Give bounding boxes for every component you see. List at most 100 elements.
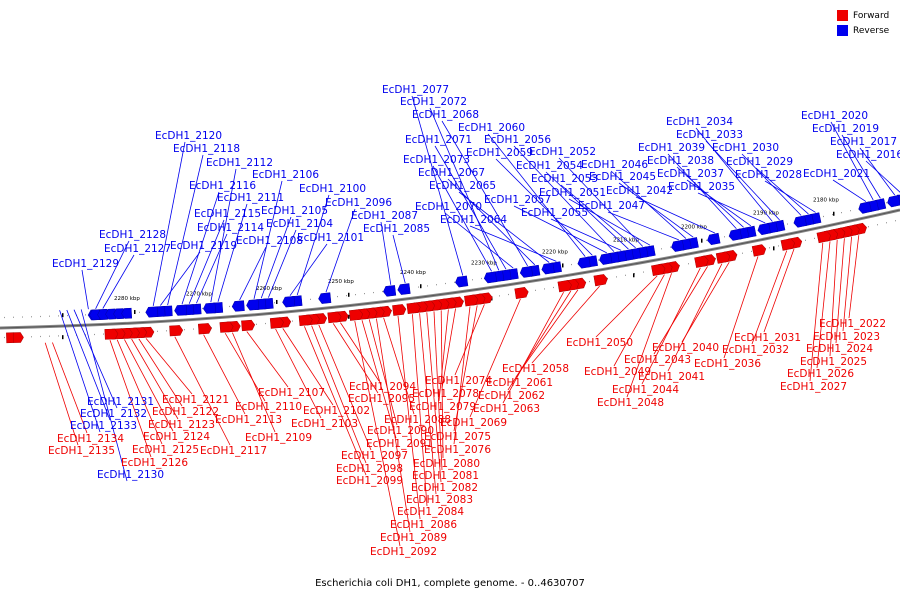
EcDH1_2079-label: EcDH1_2079 — [409, 401, 476, 413]
EcDH1_2110-leader — [224, 332, 266, 402]
EcDH1_2065-leader — [458, 191, 550, 263]
EcDH1_2130-leader — [80, 309, 128, 482]
EcDH1_2077-leader — [411, 95, 464, 276]
EcDH1_2089-label: EcDH1_2089 — [380, 532, 447, 544]
EcDH1_2132-label: EcDH1_2132 — [80, 408, 147, 420]
EcDH1_2035-label: EcDH1_2035 — [668, 181, 735, 193]
EcDH1_2062-label: EcDH1_2062 — [478, 390, 545, 402]
EcDH1_2117-gene — [169, 325, 184, 337]
EcDH1_2112-leader — [210, 168, 237, 303]
kbp-tick — [833, 211, 835, 216]
EcDH1_2080-label: EcDH1_2080 — [413, 458, 480, 470]
EcDH1_2135-gene — [13, 332, 24, 343]
EcDH1_2041-leader — [667, 263, 723, 372]
EcDH1_2053-leader — [560, 184, 636, 249]
EcDH1_2031-label: EcDH1_2031 — [734, 332, 801, 344]
EcDH1_2041-label: EcDH1_2041 — [638, 371, 705, 383]
EcDH1_2134-label: EcDH1_2134 — [57, 433, 124, 445]
EcDH1_2105-leader — [260, 216, 292, 299]
EcDH1_2043-leader — [653, 266, 708, 355]
EcDH1_2104-label: EcDH1_2104 — [266, 218, 333, 230]
EcDH1_2123-leader — [131, 338, 179, 420]
EcDH1_2060-leader — [487, 133, 586, 257]
EcDH1_2107-gene — [241, 319, 256, 332]
EcDH1_2079-leader — [438, 309, 449, 402]
EcDH1_2117-leader — [174, 336, 231, 446]
EcDH1_2102-leader — [282, 328, 334, 406]
EcDH1_2068-label: EcDH1_2068 — [412, 109, 479, 121]
EcDH1_2020-leader — [830, 121, 874, 201]
EcDH1_2099-leader — [304, 326, 367, 476]
EcDH1_2043-label: EcDH1_2043 — [624, 354, 691, 366]
EcDH1_2095-gene — [327, 311, 342, 324]
EcDH1_2133-label: EcDH1_2133 — [70, 420, 137, 432]
EcDH1_2112-label: EcDH1_2112 — [206, 157, 273, 169]
EcDH1_2030-leader — [741, 153, 802, 216]
EcDH1_2045-label: EcDH1_2045 — [589, 171, 656, 183]
EcDH1_2078-leader — [441, 308, 456, 389]
EcDH1_2090-label: EcDH1_2090 — [367, 425, 434, 437]
EcDH1_2040-leader — [681, 261, 730, 343]
EcDH1_2083-label: EcDH1_2083 — [406, 494, 473, 506]
EcDH1_2131-gene — [105, 308, 116, 320]
reverse-swatch — [837, 25, 848, 36]
EcDH1_2042-label: EcDH1_2042 — [606, 185, 673, 197]
EcDH1_2084-gene — [406, 302, 421, 315]
EcDH1_2076-leader — [453, 306, 471, 445]
EcDH1_2100-label: EcDH1_2100 — [299, 183, 366, 195]
EcDH1_2129-label: EcDH1_2129 — [52, 258, 119, 270]
EcDH1_2044-label: EcDH1_2044 — [612, 384, 679, 396]
EcDH1_2122-label: EcDH1_2122 — [152, 406, 219, 418]
EcDH1_2050-leader — [595, 275, 658, 338]
EcDH1_2026-label: EcDH1_2026 — [787, 368, 854, 380]
EcDH1_2030-label: EcDH1_2030 — [712, 142, 779, 154]
EcDH1_2109-label: EcDH1_2109 — [245, 432, 312, 444]
EcDH1_2016-leader — [865, 160, 900, 193]
kbp-tick — [562, 263, 564, 268]
EcDH1_2092-gene — [349, 309, 364, 321]
EcDH1_2059-label: EcDH1_2059 — [466, 147, 533, 159]
EcDH1_2076-label: EcDH1_2076 — [424, 444, 491, 456]
EcDH1_2119-leader — [160, 251, 201, 306]
EcDH1_2058-gene — [593, 274, 608, 287]
EcDH1_2104-leader — [268, 229, 297, 298]
EcDH1_2037-leader — [686, 179, 752, 227]
EcDH1_2026-leader — [816, 241, 831, 369]
EcDH1_2027-label: EcDH1_2027 — [780, 381, 847, 393]
EcDH1_2044-leader — [641, 267, 701, 385]
EcDH1_2065-gene — [541, 262, 555, 275]
EcDH1_2106-gene — [246, 299, 260, 311]
EcDH1_2036-label: EcDH1_2036 — [694, 358, 761, 370]
EcDH1_2059-leader — [495, 158, 593, 256]
EcDH1_2039-gene — [728, 228, 743, 241]
EcDH1_2132-gene — [113, 308, 125, 320]
EcDH1_2042-gene — [707, 232, 721, 246]
legend: Forward Reverse — [837, 8, 900, 38]
EcDH1_2057-label: EcDH1_2057 — [484, 194, 551, 206]
EcDH1_2069-gene — [514, 287, 529, 300]
EcDH1_2073-label: EcDH1_2073 — [403, 154, 470, 166]
EcDH1_2091-leader — [361, 320, 397, 439]
EcDH1_2072-leader — [429, 107, 500, 271]
EcDH1_2035-gene — [757, 222, 771, 236]
EcDH1_2115-label: EcDH1_2115 — [194, 208, 261, 220]
EcDH1_2022-leader — [848, 235, 860, 319]
EcDH1_2121-label: EcDH1_2121 — [162, 394, 229, 406]
kbp-label: 2220 kbp — [542, 249, 568, 255]
EcDH1_2113-gene — [197, 323, 212, 335]
EcDH1_2095-label: EcDH1_2095 — [348, 393, 415, 405]
EcDH1_2067-label: EcDH1_2067 — [418, 167, 485, 179]
EcDH1_2042-leader — [635, 196, 715, 234]
EcDH1_2120-leader — [152, 141, 186, 307]
EcDH1_2126-label: EcDH1_2126 — [121, 457, 188, 469]
EcDH1_2110-gene — [219, 321, 234, 333]
EcDH1_2080-leader — [440, 310, 444, 459]
kbp-label: 2280 kbp — [114, 296, 140, 302]
EcDH1_2021-gene — [858, 201, 872, 214]
EcDH1_2118-label: EcDH1_2118 — [173, 143, 240, 155]
EcDH1_2039-label: EcDH1_2039 — [638, 142, 705, 154]
EcDH1_2129-leader — [81, 269, 89, 310]
EcDH1_2034-label: EcDH1_2034 — [666, 116, 733, 128]
kbp-tick — [633, 273, 635, 278]
EcDH1_2052-label: EcDH1_2052 — [529, 146, 596, 158]
